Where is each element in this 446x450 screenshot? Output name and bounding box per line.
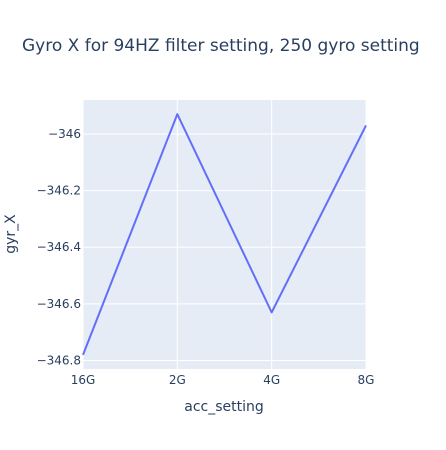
chart-title: Gyro X for 94HZ filter setting, 250 gyro… xyxy=(22,36,420,56)
y-tick-label: −346.4 xyxy=(37,240,81,254)
series-line xyxy=(82,113,367,356)
series-group xyxy=(82,113,367,356)
x-tick-label: 2G xyxy=(169,373,186,387)
x-tick-label: 8G xyxy=(358,373,375,387)
y-axis-label: gyr_X xyxy=(3,214,19,254)
y-tick-label: −346.8 xyxy=(37,354,81,368)
y-tick-label: −346.2 xyxy=(37,184,81,198)
y-tick-labels: −346 −346.2 −346.4 −346.6 −346.8 xyxy=(37,127,81,368)
x-axis-label: acc_setting xyxy=(184,399,264,415)
y-tick-label: −346 xyxy=(48,127,81,141)
y-tick-label: −346.6 xyxy=(37,297,81,311)
gridlines xyxy=(82,100,367,369)
x-tick-labels: 16G 2G 4G 8G xyxy=(71,373,375,387)
x-tick-label: 16G xyxy=(71,373,96,387)
plot-area xyxy=(83,100,366,369)
x-tick-label: 4G xyxy=(263,373,280,387)
